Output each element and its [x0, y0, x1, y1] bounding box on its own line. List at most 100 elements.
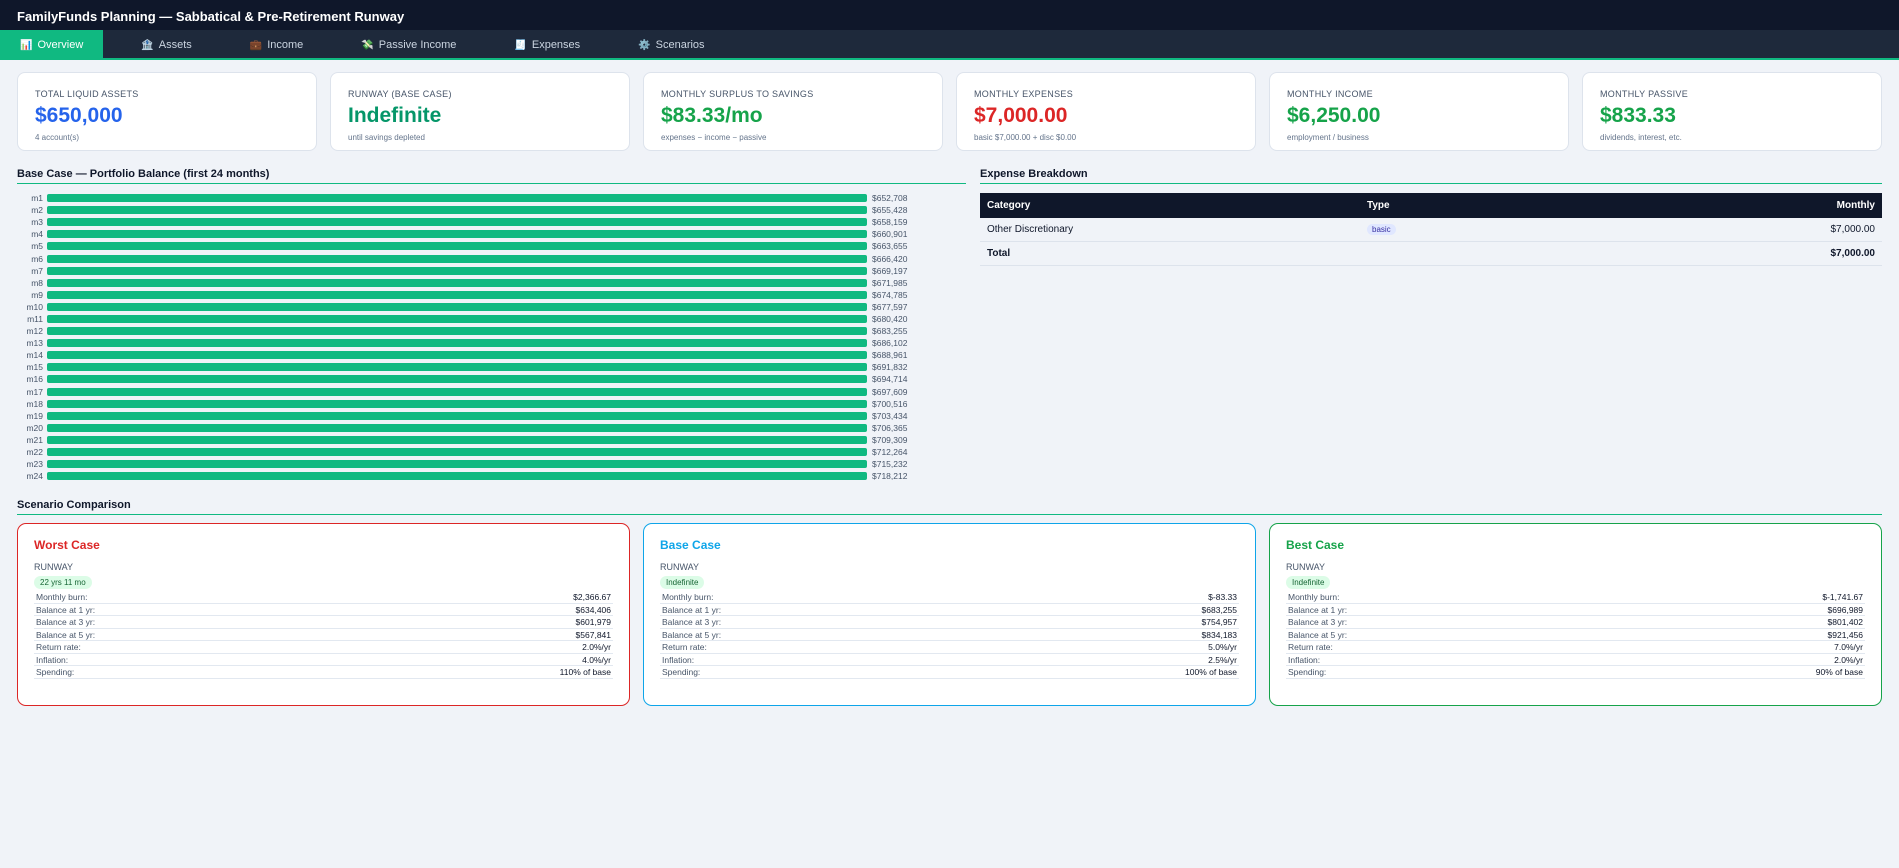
- bar-m17: [47, 387, 867, 396]
- tab-label: Overview: [37, 39, 84, 51]
- income-icon: 💼: [249, 40, 263, 51]
- bar-track: [47, 230, 867, 239]
- row-value: 2.0%/yr: [1834, 654, 1863, 665]
- bar-value: $686,102: [872, 338, 908, 349]
- bar-value: $671,985: [872, 277, 908, 288]
- expense-breakdown: Expense Breakdown Category Type Monthly …: [980, 168, 1882, 482]
- bar-track: [47, 351, 867, 360]
- bar-label: m2: [31, 205, 43, 216]
- bar-m13: [47, 339, 867, 348]
- scenario-row: Spending: 110% of base: [34, 666, 613, 679]
- scenario-row: Balance at 3 yr: $754,957: [660, 616, 1239, 629]
- row-label: Return rate:: [1288, 642, 1333, 652]
- overview-icon: 📊: [20, 40, 33, 51]
- stat-label: TOTAL LIQUID ASSETS: [35, 89, 139, 99]
- tab-label: Scenarios: [655, 39, 705, 51]
- tab-expenses[interactable]: 🧾 Expenses: [494, 30, 600, 58]
- cell-monthly: $7,000.00: [1660, 218, 1882, 242]
- bar-value: $674,785: [872, 289, 908, 300]
- bar-m11: [47, 314, 867, 323]
- chart-row: m23 $715,232: [17, 458, 966, 470]
- scenario-row: Inflation: 2.5%/yr: [660, 654, 1239, 667]
- bar-label: m17: [26, 386, 43, 397]
- stat-label: MONTHLY INCOME: [1287, 89, 1373, 99]
- chart-row: m10 $677,597: [17, 301, 966, 313]
- row-value: $754,957: [1201, 617, 1237, 627]
- bar-value: $669,197: [872, 265, 908, 276]
- chart-row: m8 $671,985: [17, 277, 966, 289]
- table-row: Other Discretionary basic $7,000.00: [980, 218, 1882, 242]
- bar-value: $652,708: [872, 193, 908, 204]
- bar-label: m1: [31, 193, 43, 204]
- bar-track: [47, 387, 867, 396]
- chart-row: m20 $706,365: [17, 422, 966, 434]
- bar-track: [47, 435, 867, 444]
- bar-value: $688,961: [872, 350, 908, 361]
- stat-value: $650,000: [35, 104, 123, 127]
- bar-track: [47, 411, 867, 420]
- row-value: $-83.33: [1208, 592, 1237, 602]
- bar-m16: [47, 375, 867, 384]
- tab-overview[interactable]: 📊 Overview: [0, 30, 104, 58]
- scenario-row: Spending: 90% of base: [1286, 666, 1865, 679]
- row-value: $-1,741.67: [1822, 592, 1863, 602]
- bar-m12: [47, 327, 867, 336]
- bar-label: m18: [26, 398, 43, 409]
- stat-sub: 4 account(s): [35, 133, 80, 142]
- tab-passive-income[interactable]: 💸 Passive Income: [341, 30, 476, 58]
- bar-track: [47, 314, 867, 323]
- bar-m6: [47, 254, 867, 263]
- tab-label: Income: [267, 39, 304, 51]
- chart-row: m5 $663,655: [17, 240, 966, 252]
- scenario-name: Base Case: [660, 538, 721, 553]
- bar-m14: [47, 351, 867, 360]
- row-label: Monthly burn:: [662, 592, 714, 602]
- stat-card: TOTAL LIQUID ASSETS $650,000 4 account(s): [17, 72, 317, 151]
- bar-m21: [47, 435, 867, 444]
- scenario-card-worst-case: Worst Case RUNWAY 22 yrs 11 mo Monthly burn…: [17, 523, 630, 707]
- tab-scenarios[interactable]: ⚙️ Scenarios: [618, 30, 724, 58]
- row-label: Balance at 1 yr:: [36, 604, 96, 615]
- bar-label: m9: [31, 289, 43, 300]
- chart-row: m14 $688,961: [17, 349, 966, 361]
- bar-value: $663,655: [872, 241, 908, 252]
- scenario-row: Balance at 5 yr: $834,183: [660, 629, 1239, 642]
- scenario-row: Return rate: 7.0%/yr: [1286, 641, 1865, 654]
- bar-value: $660,901: [872, 229, 908, 240]
- row-label: Balance at 5 yr:: [662, 629, 722, 640]
- scenario-row: Balance at 3 yr: $601,979: [34, 616, 613, 629]
- row-label: Monthly burn:: [36, 592, 88, 602]
- bar-track: [47, 194, 867, 203]
- cell-category: Other Discretionary: [980, 218, 1360, 242]
- row-label: Inflation:: [36, 654, 69, 665]
- total-value: $7,000.00: [1660, 241, 1882, 266]
- chart-row: m15 $691,832: [17, 361, 966, 373]
- bar-value: $712,264: [872, 447, 908, 458]
- chart-row: m7 $669,197: [17, 265, 966, 277]
- scenario-row: Monthly burn: $-1,741.67: [1286, 591, 1865, 604]
- row-value: $696,989: [1827, 604, 1863, 615]
- bar-track: [47, 472, 867, 481]
- tab-assets[interactable]: 🏦 Assets: [121, 30, 211, 58]
- bar-m4: [47, 230, 867, 239]
- chart-row: m2 $655,428: [17, 204, 966, 216]
- tab-income[interactable]: 💼 Income: [230, 30, 324, 58]
- row-label: Return rate:: [662, 642, 707, 652]
- bar-label: m6: [31, 253, 43, 264]
- bar-label: m21: [26, 434, 43, 445]
- bar-label: m20: [26, 422, 43, 433]
- stat-value: Indefinite: [348, 104, 442, 127]
- bar-value: $706,365: [872, 422, 908, 433]
- runway-badge: Indefinite: [1286, 576, 1331, 590]
- bar-label: m16: [26, 374, 43, 385]
- chart-row: m6 $666,420: [17, 252, 966, 264]
- row-value: 90% of base: [1815, 667, 1863, 677]
- scenario-row: Balance at 1 yr: $683,255: [660, 604, 1239, 617]
- row-label: Spending:: [36, 667, 75, 677]
- bar-track: [47, 448, 867, 457]
- scenarios-icon: ⚙️: [638, 40, 651, 51]
- row-value: 4.0%/yr: [582, 654, 611, 665]
- bar-label: m10: [26, 301, 43, 312]
- passive-income-icon: 💸: [361, 40, 374, 51]
- row-label: Inflation:: [1288, 654, 1321, 665]
